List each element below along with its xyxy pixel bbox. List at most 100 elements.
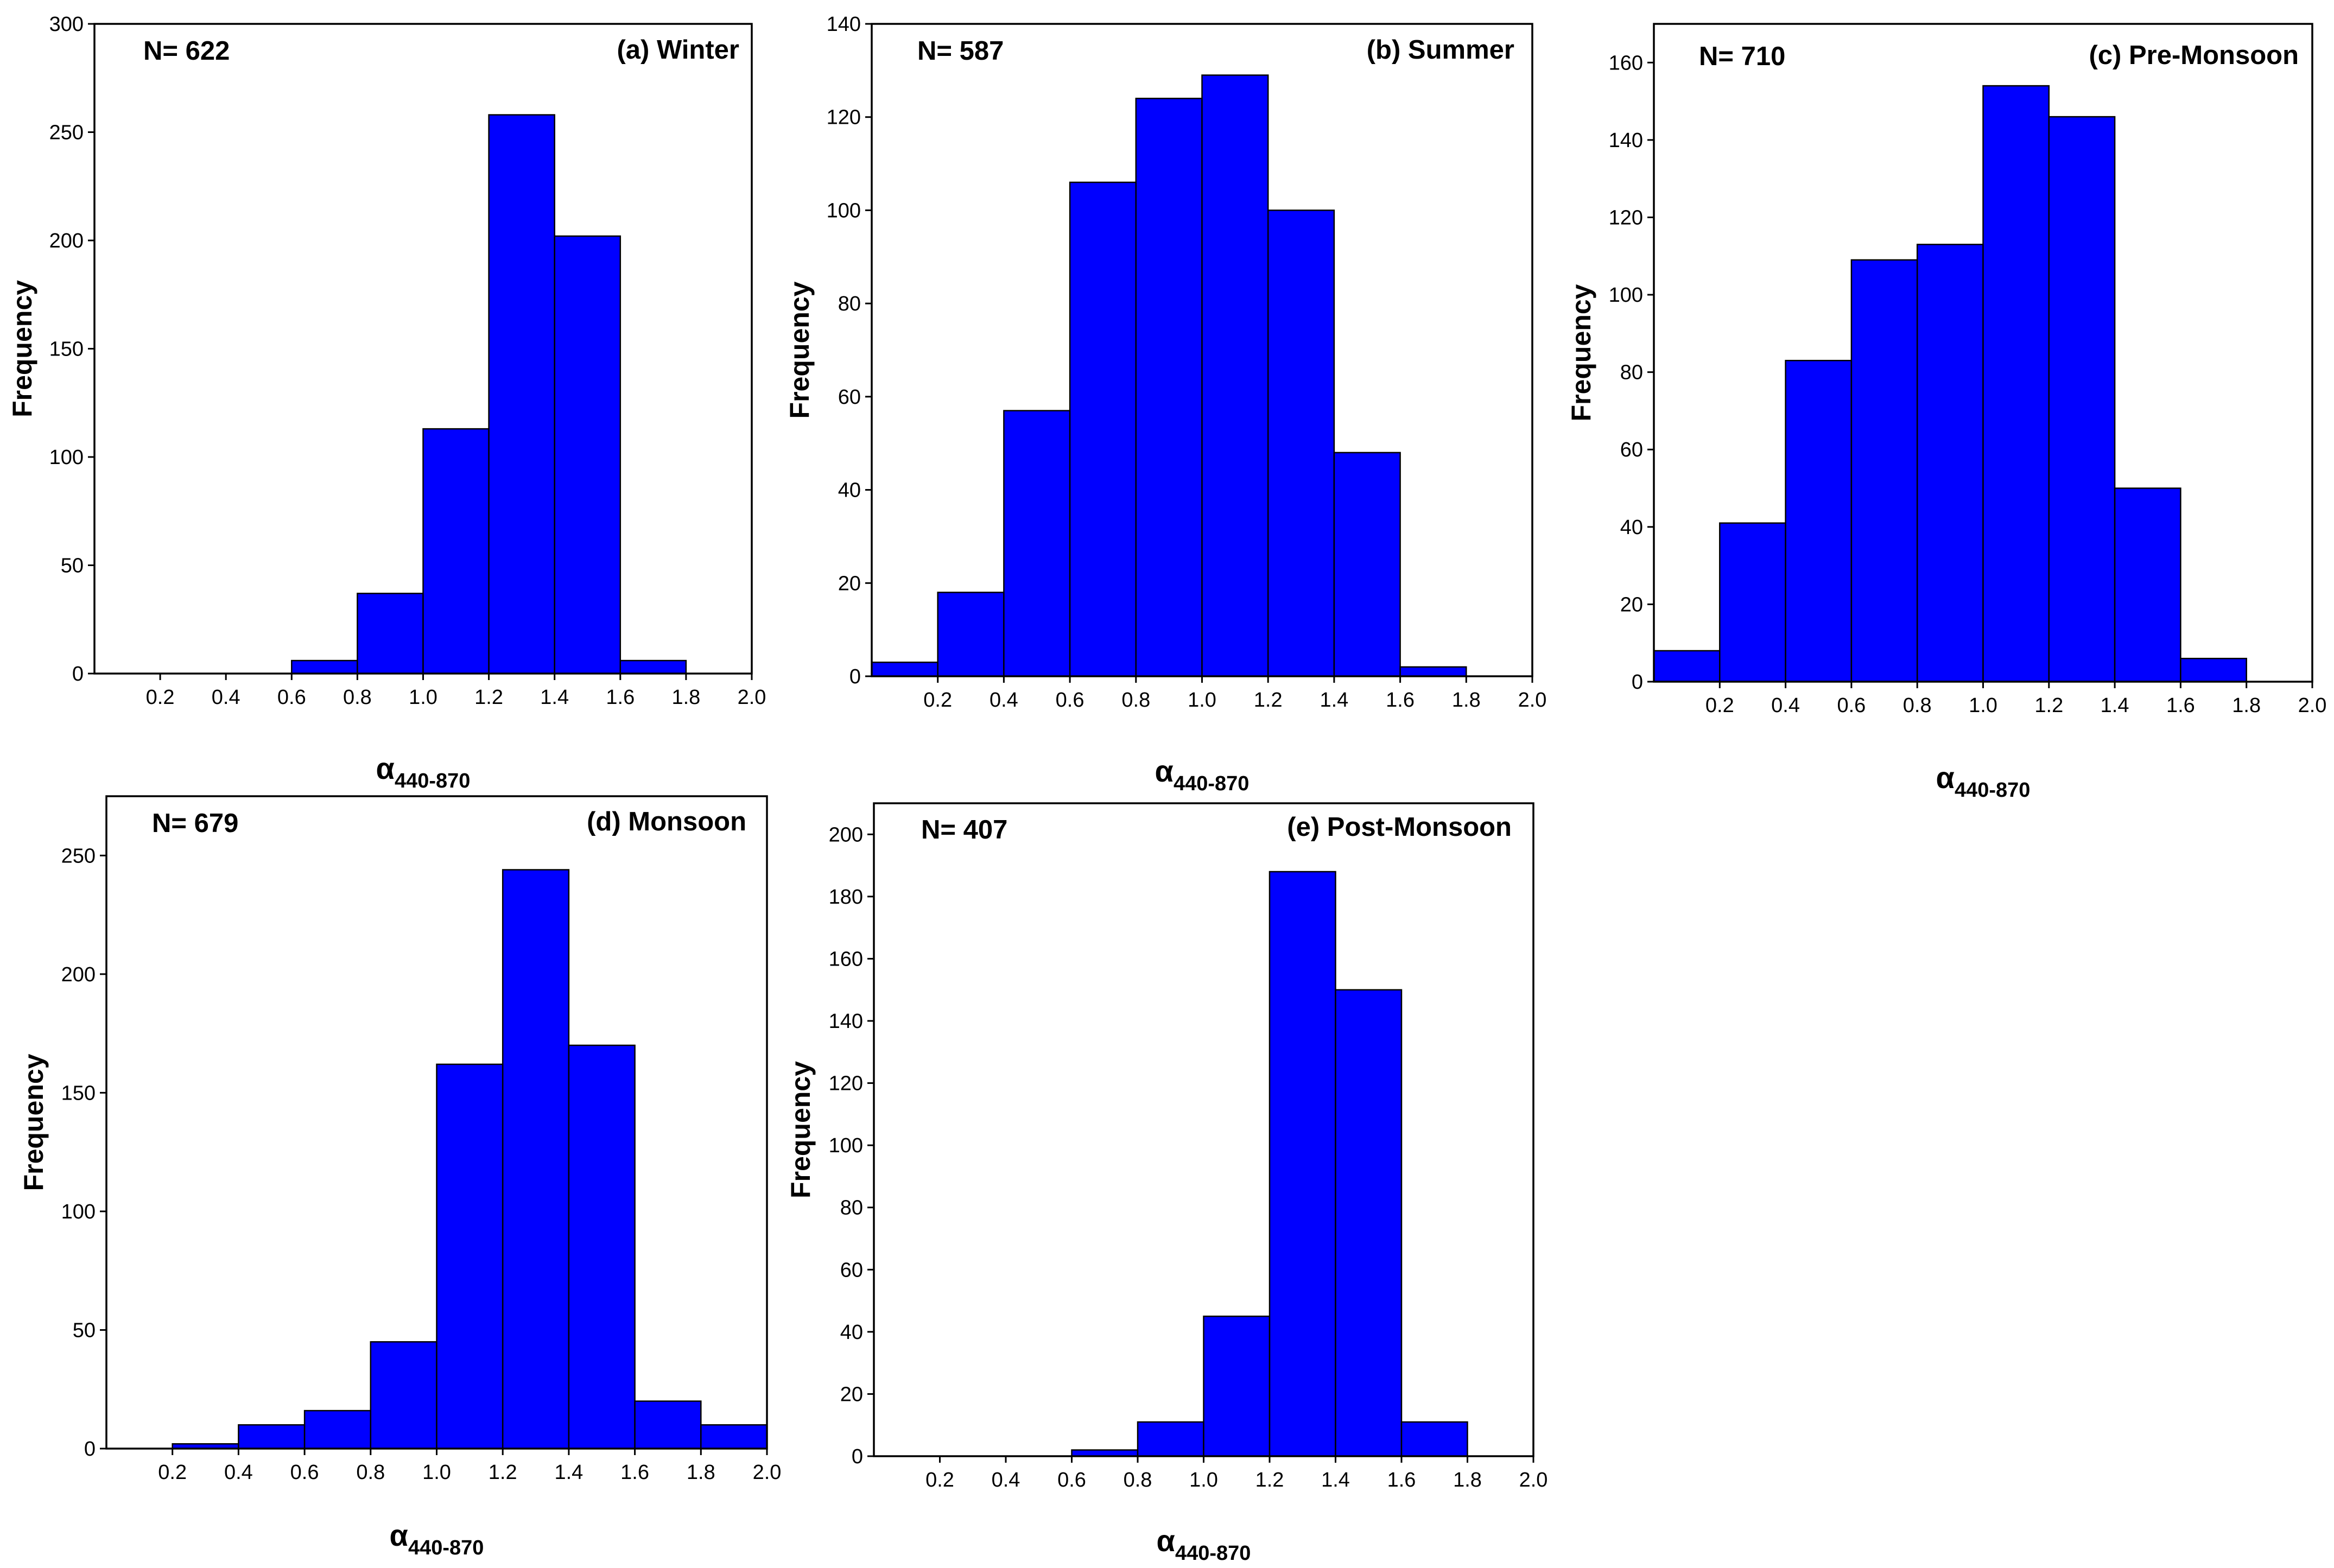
x-tick-label: 1.4	[1321, 1469, 1350, 1491]
x-tick-label: 1.0	[422, 1461, 451, 1484]
x-tick-label: 2.0	[2298, 694, 2327, 717]
x-tick-label: 1.6	[606, 686, 635, 709]
y-axis-label: Frequency	[784, 281, 815, 418]
x-axis-label-subscript: 440-870	[408, 1537, 484, 1559]
y-tick-label: 100	[829, 1134, 863, 1157]
x-axis-label: α440-870	[1157, 1523, 1251, 1565]
histogram-bar	[1003, 410, 1071, 677]
x-tick-label: 0.4	[1771, 694, 1800, 717]
histogram-bar	[1269, 871, 1336, 1457]
histogram-bar	[1069, 181, 1137, 677]
panel-title: (d) Monsoon	[587, 807, 746, 836]
histogram-bar	[1719, 522, 1786, 683]
x-axis-label-symbol: α	[1157, 1523, 1175, 1558]
x-tick-label: 1.0	[1969, 694, 1997, 717]
x-tick-label: 0.8	[1903, 694, 1932, 717]
y-tick-label: 40	[838, 479, 861, 502]
y-tick-label: 40	[1620, 516, 1643, 539]
x-tick-label: 2.0	[753, 1461, 782, 1484]
sample-count-label: N= 407	[921, 815, 1007, 845]
histogram-bar	[291, 659, 358, 675]
x-tick-label: 0.6	[290, 1461, 319, 1484]
x-tick-label: 1.8	[1452, 689, 1481, 712]
y-axis-label: Frequency	[18, 1053, 49, 1191]
y-tick-label: 20	[1620, 593, 1643, 616]
y-tick-label: 250	[49, 122, 84, 144]
x-tick-label: 1.0	[409, 686, 437, 709]
x-axis-label-subscript: 440-870	[395, 770, 470, 792]
x-axis-label-symbol: α	[390, 1518, 408, 1552]
x-tick-label: 0.8	[1124, 1469, 1152, 1491]
y-tick-label: 100	[61, 1201, 96, 1223]
x-tick-label: 0.2	[923, 689, 952, 712]
x-tick-label: 1.4	[1320, 689, 1348, 712]
x-tick-label: 0.4	[992, 1469, 1020, 1491]
x-tick-label: 0.6	[1056, 689, 1084, 712]
histogram-bar	[1135, 98, 1203, 677]
x-axis-label: α440-870	[1155, 754, 1250, 795]
sample-count-label: N= 622	[143, 36, 230, 66]
x-tick-label: 1.8	[671, 686, 700, 709]
x-tick-label: 0.4	[212, 686, 240, 709]
y-tick-label: 300	[49, 13, 84, 36]
y-tick-label: 60	[1620, 439, 1643, 461]
y-tick-label: 180	[829, 886, 863, 909]
x-tick-label: 2.0	[1518, 689, 1547, 712]
y-tick-label: 40	[840, 1321, 863, 1344]
y-tick-label: 160	[829, 948, 863, 970]
x-tick-label: 0.6	[1837, 694, 1866, 717]
histogram-panel-4: 0 50 100 150 200 250 0.2 0.4 0.6 0.8 1.0 1.2 1.4 1.6 1…	[18, 795, 782, 1559]
histogram-bar	[436, 1063, 504, 1450]
x-tick-label: 1.2	[474, 686, 503, 709]
y-tick-label: 60	[838, 386, 861, 409]
y-tick-label: 50	[61, 555, 84, 577]
x-axis-label-subscript: 440-870	[1175, 1542, 1251, 1565]
histogram-bar	[303, 1410, 372, 1450]
x-tick-label: 1.2	[489, 1461, 517, 1484]
x-tick-label: 1.6	[1387, 1469, 1416, 1491]
histogram-bar	[1400, 1421, 1468, 1457]
x-tick-label: 1.0	[1189, 1469, 1218, 1491]
x-axis-label-subscript: 440-870	[1174, 772, 1249, 795]
histogram-bar	[488, 114, 555, 675]
sample-count-label: N= 679	[152, 809, 238, 838]
y-axis-label: Frequency	[1566, 284, 1596, 421]
histogram-bar	[1785, 360, 1853, 683]
x-tick-label: 2.0	[1519, 1469, 1548, 1491]
x-tick-label: 1.2	[1254, 689, 1283, 712]
x-tick-label: 0.2	[158, 1461, 187, 1484]
histogram-bar	[1203, 1315, 1271, 1457]
histogram-bar	[370, 1341, 437, 1450]
x-axis-label-symbol: α	[1936, 760, 1955, 795]
x-tick-label: 1.4	[540, 686, 569, 709]
y-tick-label: 100	[49, 446, 84, 469]
histogram-panel-2: 0 20 40 60 80 100 120 140 0.2 0.4 0.6 0.8 1.0 1.2 1.4 1…	[784, 13, 1546, 795]
histogram-bar	[1982, 85, 2050, 683]
x-axis-label: α440-870	[376, 751, 471, 792]
y-tick-label: 0	[1632, 671, 1643, 694]
histogram-panel-5: 0 20 40 60 80 100 120 140 160 180 200 0.2 0.4 0.6 0.8 1…	[785, 802, 1548, 1565]
histogram-panel-3: 0 20 40 60 80 100 120 140 160 0.2 0.4 0.6 0.8 1.0 1.2 1…	[1566, 23, 2327, 802]
x-tick-label: 0.2	[1705, 694, 1734, 717]
y-tick-label: 80	[838, 293, 861, 315]
y-tick-label: 140	[1609, 129, 1643, 152]
x-tick-label: 0.4	[990, 689, 1018, 712]
y-tick-label: 80	[1620, 361, 1643, 384]
y-tick-label: 100	[827, 199, 861, 222]
histogram-bar	[700, 1424, 768, 1450]
x-tick-label: 0.8	[1121, 689, 1150, 712]
x-tick-label: 1.4	[2101, 694, 2129, 717]
y-axis-label: Frequency	[7, 280, 37, 417]
x-tick-label: 1.2	[2034, 694, 2063, 717]
x-tick-label: 2.0	[738, 686, 766, 709]
y-tick-label: 200	[829, 823, 863, 846]
x-tick-label: 0.6	[1057, 1469, 1086, 1491]
histogram-bar	[2180, 657, 2247, 683]
x-axis-label-symbol: α	[1155, 754, 1174, 788]
y-tick-label: 20	[840, 1383, 863, 1406]
histogram-bar	[619, 659, 687, 675]
x-axis-label: α440-870	[390, 1518, 484, 1559]
histogram-bar	[568, 1044, 636, 1450]
histogram-bar	[1850, 259, 1918, 683]
x-tick-label: 0.2	[146, 686, 175, 709]
